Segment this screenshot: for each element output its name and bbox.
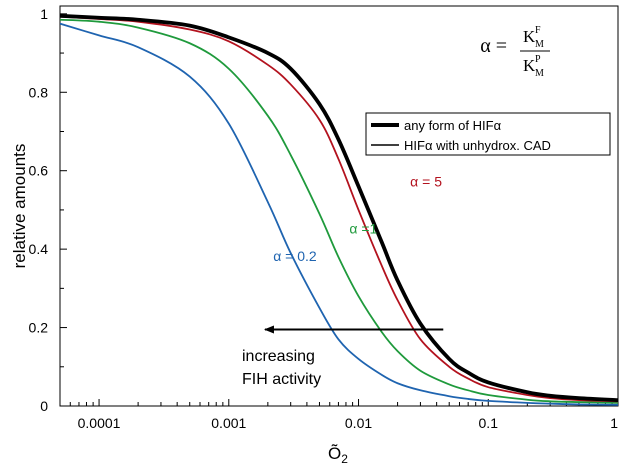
formula-numerator-sub: M — [535, 39, 544, 50]
formula-denominator-sub: M — [535, 68, 544, 79]
series-line-0 — [60, 13, 618, 403]
arrow-text-line-2: FIH activity — [242, 371, 321, 388]
arrow-text-line-1: increasing — [242, 348, 315, 365]
x-axis-label-subscript: 2 — [341, 452, 348, 464]
formula-numerator-sup: F — [535, 25, 541, 36]
series-line-2 — [60, 18, 618, 404]
y-tick-label: 0.6 — [29, 163, 49, 179]
series-annotation-2: α = 0.2 — [273, 248, 317, 264]
y-tick-label: 0.8 — [29, 84, 49, 100]
y-axis: 0 0.2 0.4 0.6 0.8 1 — [29, 6, 67, 414]
x-axis-label-base: Õ — [328, 444, 341, 463]
y-tick-label: 0.4 — [29, 241, 49, 257]
legend: any form of HIFα HIFα with unhydrox. CAD — [365, 112, 611, 156]
alpha-formula: α = K F M K P M — [480, 25, 550, 79]
series-line-3 — [60, 22, 618, 406]
series-line-1 — [60, 15, 618, 403]
y-axis-label: relative amounts — [10, 144, 29, 269]
x-axis: 0.0001 0.001 0.01 0.1 1 — [78, 399, 619, 431]
y-tick-label: 0 — [40, 398, 48, 414]
legend-label-1: HIFα with unhydrox. CAD — [404, 138, 551, 153]
legend-label-0: any form of HIFα — [404, 118, 502, 133]
y-tick-label: 0.2 — [29, 320, 49, 336]
series-layer — [60, 13, 618, 406]
x-tick-label: 0.0001 — [78, 415, 121, 431]
y-tick-label: 1 — [40, 6, 48, 22]
x-axis-label: Õ2 — [328, 444, 348, 464]
plot-frame — [59, 5, 619, 407]
series-annotation-1: α =1 — [349, 220, 377, 236]
x-tick-label: 0.001 — [211, 415, 246, 431]
formula-lhs: α = — [480, 35, 507, 57]
x-tick-label: 0.01 — [345, 415, 372, 431]
formula-denominator-sup: P — [535, 54, 541, 65]
annotation-layer: α = 5 α =1 α = 0.2 — [273, 173, 442, 264]
formula-numerator-base: K — [523, 27, 536, 46]
x-tick-label: 1 — [610, 415, 618, 431]
x-tick-label: 0.1 — [479, 415, 499, 431]
series-annotation-0: α = 5 — [410, 173, 442, 189]
formula-denominator-base: K — [523, 56, 536, 75]
legend-box — [365, 112, 611, 156]
